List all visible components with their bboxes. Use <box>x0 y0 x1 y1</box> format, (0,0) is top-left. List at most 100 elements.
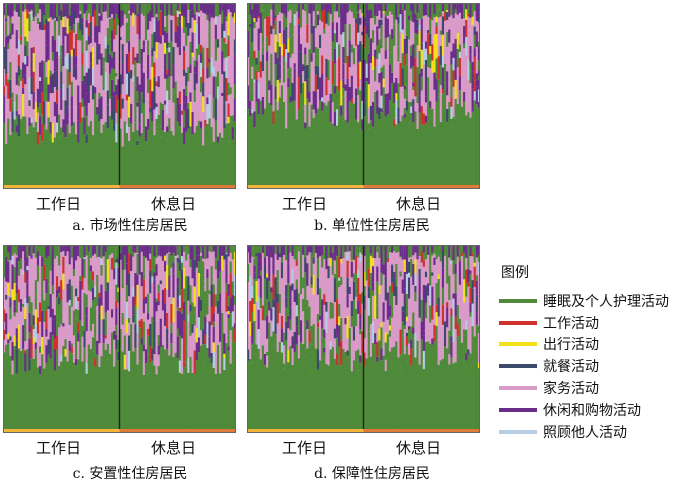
housework-segment <box>308 3 311 33</box>
sleep-segment <box>477 75 480 80</box>
housework-segment <box>325 23 328 59</box>
leisure-segment <box>199 52 203 63</box>
sleep-segment <box>187 128 190 142</box>
housework-segment <box>335 60 339 86</box>
housework-segment <box>9 319 12 337</box>
care-segment <box>325 311 328 333</box>
housework-segment <box>229 245 233 262</box>
housework-segment <box>414 96 417 112</box>
top-segment <box>304 245 307 258</box>
leisure-segment <box>100 56 103 76</box>
sleep-segment <box>257 348 261 429</box>
housework-segment <box>22 7 25 41</box>
care-segment <box>410 106 413 113</box>
sleep-segment <box>204 302 207 317</box>
dining-segment <box>47 339 50 355</box>
sequence-column <box>233 245 236 429</box>
sleep-segment <box>371 290 375 296</box>
sleep-segment <box>79 30 82 41</box>
sleep-segment <box>333 33 337 49</box>
leisure-segment <box>191 111 194 135</box>
housework-segment <box>407 343 411 355</box>
work-segment <box>331 60 335 67</box>
housework-segment <box>153 354 156 366</box>
top-segment <box>255 245 258 254</box>
housework-segment <box>268 310 271 323</box>
housework-segment <box>157 354 161 366</box>
sleep-segment <box>19 118 23 140</box>
top-segment <box>285 3 288 18</box>
work-segment <box>363 26 366 48</box>
housework-segment <box>431 275 434 287</box>
housework-segment <box>212 118 216 142</box>
panel-a-caption: a. 市场性住房居民 <box>72 218 188 234</box>
housework-segment <box>365 309 369 344</box>
housework-segment <box>291 290 294 319</box>
housework-segment <box>422 266 426 285</box>
sleep-segment <box>333 273 337 279</box>
sleep-segment <box>249 88 252 101</box>
sleep-segment <box>229 363 233 429</box>
top-segment <box>72 245 76 260</box>
sleep-segment <box>60 57 63 72</box>
top-segment <box>471 3 474 17</box>
housework-segment <box>395 305 398 342</box>
housework-segment <box>214 284 218 295</box>
leisure-segment <box>412 327 415 334</box>
sequence-column <box>34 3 38 185</box>
leisure-segment <box>183 301 186 321</box>
sleep-segment <box>138 360 141 429</box>
leisure-segment <box>342 63 345 80</box>
travel-segment <box>24 307 27 320</box>
top-segment <box>319 245 322 255</box>
dining-segment <box>127 72 131 97</box>
housework-segment <box>306 285 309 301</box>
sequence-column <box>206 245 209 429</box>
sequence-column <box>293 245 297 429</box>
housework-segment <box>3 297 6 310</box>
housework-segment <box>130 12 133 24</box>
sequence-column <box>22 3 25 185</box>
dining-segment <box>355 96 358 108</box>
sleep-segment <box>210 363 213 429</box>
sleep-segment <box>450 118 453 126</box>
work-segment <box>75 33 78 57</box>
housework-segment <box>204 245 207 275</box>
top-segment <box>142 3 146 16</box>
housework-segment <box>312 109 316 118</box>
dining-segment <box>127 335 131 351</box>
housework-segment <box>401 293 405 307</box>
dining-segment <box>285 26 288 50</box>
work-segment <box>266 16 269 37</box>
sleep-segment <box>412 344 415 429</box>
sleep-segment <box>187 66 190 82</box>
leisure-segment <box>212 313 216 322</box>
sleep-segment <box>233 342 236 355</box>
top-segment <box>39 245 42 256</box>
housework-segment <box>39 255 42 286</box>
sleep-segment <box>15 301 19 313</box>
sequence-column <box>62 3 65 185</box>
sleep-segment <box>100 356 103 429</box>
leisure-segment <box>161 109 165 131</box>
sequence-column <box>454 3 457 185</box>
sleep-segment <box>108 115 112 185</box>
housework-segment <box>323 71 326 103</box>
travel-segment <box>429 46 432 54</box>
leisure-segment <box>41 60 44 70</box>
sequence-column <box>204 3 207 185</box>
leisure-segment <box>221 51 224 75</box>
leisure-segment <box>388 305 392 317</box>
sleep-segment <box>344 24 347 48</box>
sequence-column <box>49 3 53 185</box>
sleep-segment <box>391 43 394 53</box>
sequence-column <box>321 3 324 185</box>
leisure-segment <box>45 23 48 46</box>
housework-segment <box>199 330 203 346</box>
sequence-column <box>176 245 180 429</box>
sleep-segment <box>142 374 146 429</box>
sleep-segment <box>316 113 320 185</box>
sequence-column <box>378 245 381 429</box>
travel-segment <box>64 349 67 357</box>
work-segment <box>183 342 186 362</box>
